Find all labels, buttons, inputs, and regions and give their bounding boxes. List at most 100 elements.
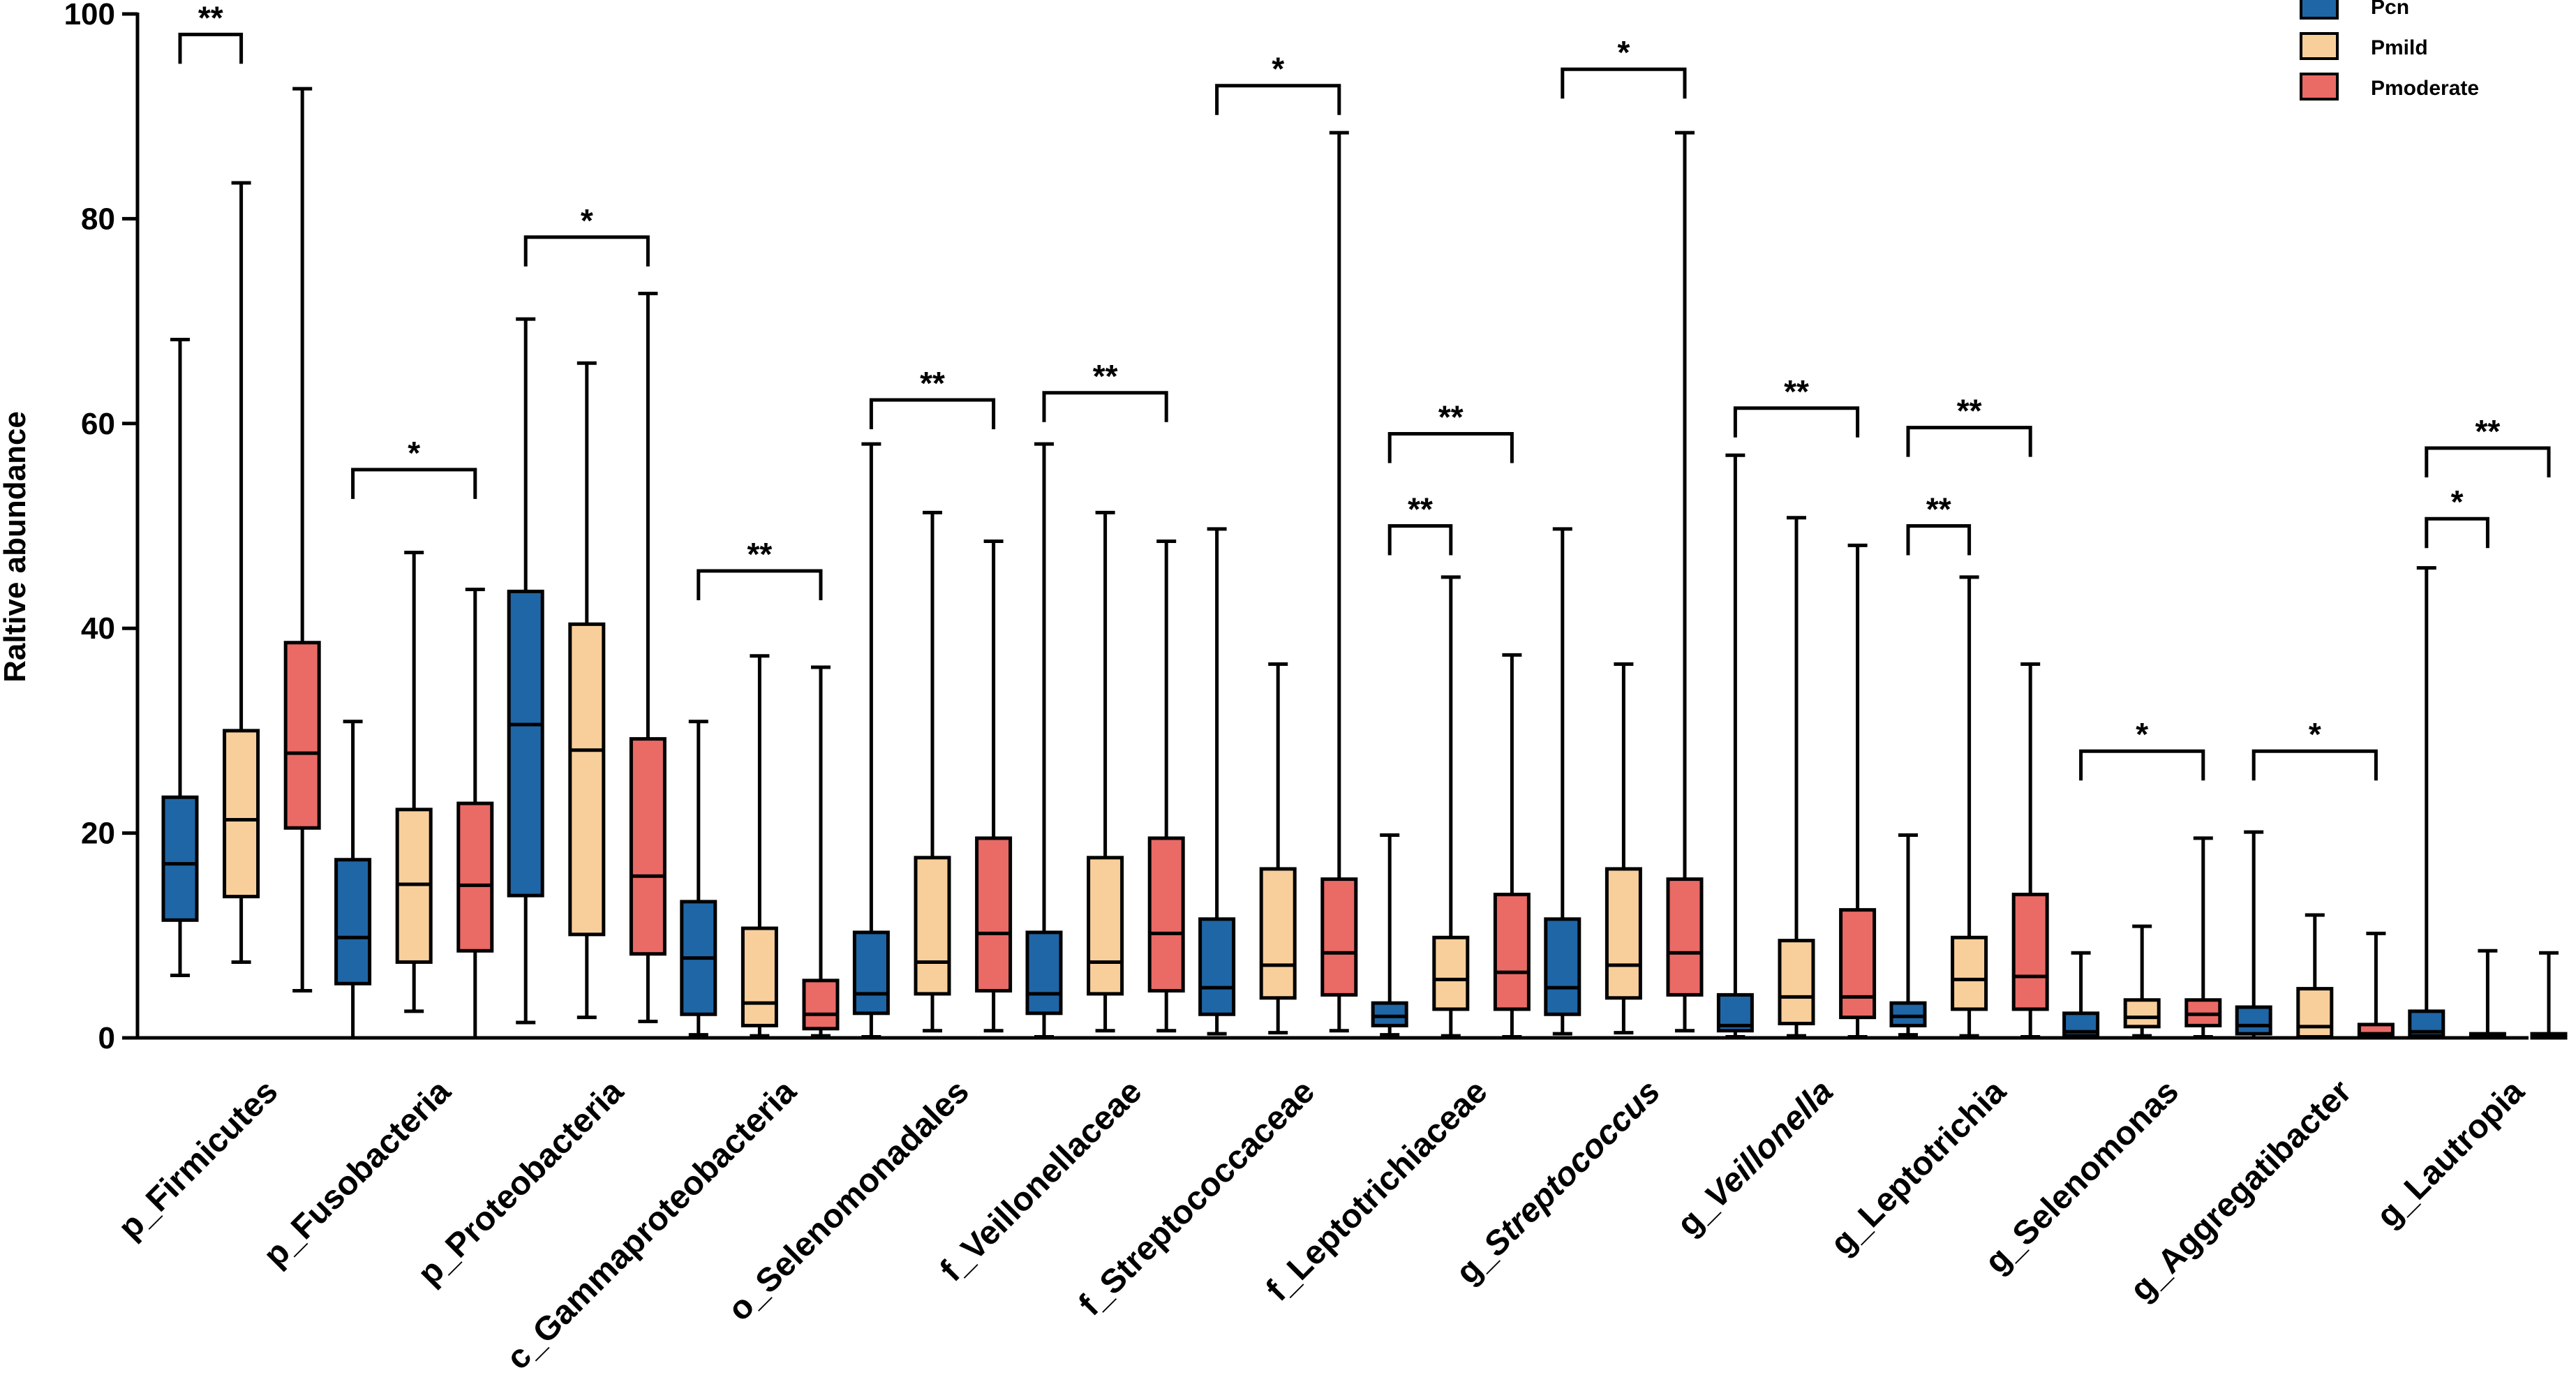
box-pmild — [1951, 935, 1988, 1011]
significance-label: ** — [1438, 399, 1464, 435]
legend-swatch-pmoderate — [2300, 73, 2339, 101]
significance-bracket — [2425, 516, 2489, 549]
box-pmild — [1778, 939, 1815, 1025]
y-tick-label: 20 — [81, 817, 115, 851]
box-pcn — [2235, 1005, 2272, 1036]
significance-label: ** — [920, 365, 945, 401]
y-tick-label: 100 — [64, 0, 115, 31]
x-tick-label-italic: Streptococcus — [1477, 1073, 1667, 1263]
significance-bracket — [523, 235, 650, 267]
significance-bracket — [2425, 446, 2551, 478]
significance-bracket — [178, 32, 244, 64]
significance-bracket — [1906, 426, 2032, 457]
significance-label: ** — [2475, 413, 2500, 449]
x-tick-label: p_Firmicutes — [112, 1073, 285, 1247]
axes: 0 20 40 60 80 100 Raltive abundance — [0, 0, 2529, 1055]
box-pmoderate — [283, 641, 321, 830]
significance-bracket — [2251, 749, 2378, 781]
significance-label: ** — [1784, 373, 1809, 410]
box-pmild — [223, 729, 260, 899]
box-pmoderate — [1147, 836, 1185, 993]
x-tick-label-prefix: g_Selenomonas — [1978, 1073, 2186, 1281]
y-tick-label: 0 — [98, 1021, 115, 1055]
box-pcn — [334, 858, 372, 986]
box-pcn — [1889, 1001, 1927, 1027]
box-group — [161, 87, 321, 993]
box-pcn — [507, 589, 544, 898]
significance-bracket — [2079, 749, 2205, 781]
box-group — [1716, 453, 1877, 1039]
legend-swatch-pcn — [2300, 0, 2339, 20]
legend-label-pmoderate: Pmoderate — [2371, 77, 2479, 100]
significance-label: ** — [1408, 491, 1433, 528]
box-pmild — [568, 622, 606, 937]
legend-swatch-pmild — [2300, 32, 2339, 60]
box-pcn — [1544, 917, 1581, 1016]
box-pmoderate — [1666, 877, 1704, 997]
legend: Pcn Pmild Pmoderate — [2300, 0, 2479, 101]
box-pmoderate — [1839, 908, 1877, 1020]
x-tick-labels: p_Firmicutesp_Fusobacteriap_Proteobacter… — [112, 1073, 2532, 1377]
significance-bracket — [1561, 67, 1687, 99]
legend-label-pcn: Pcn — [2371, 0, 2409, 19]
box-pmild — [2296, 987, 2334, 1039]
x-tick-label: g_Leptotrichia — [1824, 1073, 2013, 1263]
plot-area — [161, 87, 2568, 1040]
significance-label: * — [2309, 716, 2321, 752]
box-pmoderate — [975, 836, 1013, 993]
y-tick-label: 80 — [81, 202, 115, 236]
x-tick-label: c_Gammaproteobacteria — [500, 1073, 804, 1377]
significance-label: * — [1272, 51, 1284, 87]
significance-label: * — [408, 435, 420, 471]
significance-label: ** — [1957, 393, 1982, 429]
significance-bracket — [1387, 431, 1514, 463]
box-pcn — [161, 795, 199, 922]
significance-label: * — [2451, 484, 2464, 520]
box-pcn — [1198, 917, 1236, 1016]
box-group — [507, 291, 667, 1025]
significance-label: ** — [198, 0, 223, 36]
significance-bracket — [351, 468, 477, 499]
box-group — [2062, 836, 2222, 1040]
box-pmild — [2123, 998, 2161, 1029]
box-pmoderate — [2011, 893, 2049, 1011]
x-tick-label: g_Selenomonas — [1978, 1073, 2186, 1281]
significance-bracket — [1733, 406, 1860, 438]
significance-bracket — [1215, 84, 1341, 115]
box-group — [2235, 830, 2395, 1040]
box-pmoderate — [1493, 893, 1531, 1011]
box-pmild — [1259, 867, 1297, 1000]
x-tick-label-prefix: g_Lautropia — [2369, 1073, 2531, 1235]
significance-label: * — [581, 202, 593, 239]
box-group — [1025, 442, 1185, 1039]
box-pmoderate — [1320, 877, 1358, 997]
y-tick-label: 40 — [81, 611, 115, 646]
significance-bracket — [1906, 524, 1972, 556]
box-group — [1889, 575, 2049, 1039]
box-group — [2408, 566, 2568, 1040]
significance-bracket — [1387, 524, 1453, 556]
box-pmoderate — [802, 979, 840, 1031]
box-pmoderate — [456, 801, 494, 953]
x-tick-label: g_Lautropia — [2369, 1073, 2531, 1235]
x-tick-label-prefix: c_Gammaproteobacteria — [500, 1073, 804, 1377]
significance-label: ** — [747, 536, 772, 572]
x-tick-label: g_Veillonella — [1670, 1073, 1840, 1243]
x-tick-label-italic: Veillonella — [1698, 1073, 1840, 1215]
box-pmild — [914, 856, 951, 996]
box-pmoderate — [629, 737, 667, 956]
significance-brackets: ******** *************** **** — [178, 0, 2551, 781]
box-pmild — [1087, 856, 1124, 996]
significance-bracket — [697, 569, 823, 601]
x-tick-label-prefix: p_Fusobacteria — [257, 1073, 459, 1274]
x-tick-label-prefix: g_Leptotrichia — [1824, 1073, 2013, 1263]
box-pcn — [852, 930, 890, 1016]
significance-bracket — [869, 398, 996, 430]
significance-label: ** — [1093, 358, 1118, 394]
box-pcn — [1025, 930, 1063, 1016]
box-group — [1544, 131, 1704, 1036]
significance-label: * — [1617, 34, 1630, 70]
x-tick-label-prefix: p_Firmicutes — [112, 1073, 285, 1247]
significance-label: * — [2136, 716, 2148, 752]
